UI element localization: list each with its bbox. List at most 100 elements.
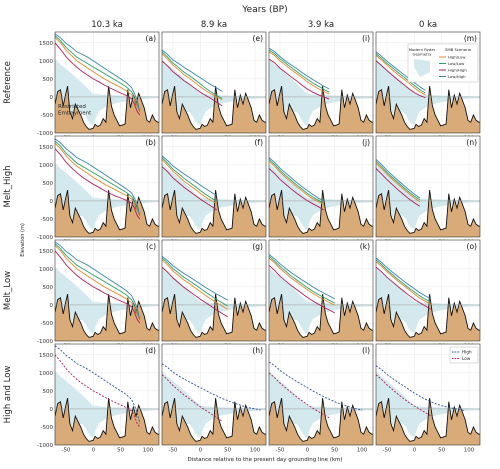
series-line <box>269 58 330 100</box>
x-tick-label: 100 <box>143 448 154 454</box>
panel-l <box>269 344 373 445</box>
bed-outline <box>55 293 159 338</box>
panel-frame <box>375 135 481 238</box>
bed-outline <box>376 189 480 234</box>
series-line <box>269 254 335 300</box>
x-tick-label: 100 <box>357 448 368 454</box>
series-line <box>55 245 141 321</box>
row-label: Reference <box>3 61 13 104</box>
legend-entry-label: Low <box>462 356 471 361</box>
panel-a <box>55 32 159 133</box>
y-tick-label: 1500 <box>39 41 53 47</box>
panel-letter: (i) <box>362 34 370 43</box>
x-tick-label: 50 <box>117 448 124 454</box>
x-tick-label: -50 <box>382 448 391 454</box>
annotation-text: Embayment <box>58 111 92 117</box>
modern-geometry-band <box>162 59 266 126</box>
y-tick-label: -1000 <box>37 339 53 345</box>
modern-geometry-band <box>376 267 480 334</box>
legend-entry-label: High/Low <box>448 55 465 60</box>
series-line <box>162 157 217 202</box>
x-tick-label: 50 <box>224 448 231 454</box>
series-line <box>162 363 261 411</box>
x-tick-label: 0 <box>306 448 310 454</box>
panel-frame <box>54 135 160 238</box>
series-line <box>55 37 141 113</box>
y-tick-label: 0 <box>50 303 54 309</box>
bed-outline <box>162 397 266 442</box>
panel-letter: (m) <box>464 34 477 43</box>
bed-outline <box>162 293 266 338</box>
panel-letter: (g) <box>252 242 263 251</box>
panel-j <box>269 136 373 237</box>
series-line <box>376 266 431 310</box>
x-tick-label: 50 <box>438 448 445 454</box>
y-tick-label: -1000 <box>37 131 53 137</box>
column-label: 10.3 ka <box>91 20 123 30</box>
bed-outline <box>376 293 480 338</box>
y-tick-label: -500 <box>41 113 54 119</box>
bed-outline <box>376 85 480 130</box>
panel-letter: (o) <box>467 242 478 251</box>
series-line <box>55 140 141 216</box>
series-line <box>269 264 335 314</box>
series-line <box>269 47 330 90</box>
legend-entry-label: Low/High <box>448 74 466 79</box>
series-line <box>162 259 228 310</box>
series-line <box>269 160 324 205</box>
bed-outline <box>269 293 373 338</box>
series-line <box>55 42 141 116</box>
modern-geometry-band <box>269 59 373 126</box>
panel-b <box>55 136 159 237</box>
series-line <box>55 33 141 112</box>
panel-letter: (j) <box>362 138 370 147</box>
panel-letter: (c) <box>146 242 156 251</box>
panel-frame <box>54 31 160 134</box>
y-tick-label: 1000 <box>39 163 53 169</box>
row-label: Melt_Low <box>3 271 13 310</box>
modern-geometry-band <box>162 163 266 230</box>
series-line <box>269 361 363 411</box>
y-tick-label: 0 <box>50 407 54 413</box>
y-tick-label: 0 <box>50 95 54 101</box>
panel-frame <box>54 343 160 446</box>
panel-letter: (h) <box>252 346 263 355</box>
bed-outline <box>55 397 159 442</box>
legend-title: SMB Scenario <box>445 47 472 52</box>
y-tick-label: -1000 <box>37 443 53 449</box>
series-line <box>269 372 330 419</box>
y-tick-label: 500 <box>43 77 54 83</box>
series-line <box>376 51 426 91</box>
series-line <box>269 157 324 202</box>
legend-entry-label: High/High <box>448 68 467 73</box>
panel-e <box>162 32 266 133</box>
panel-frame <box>375 239 481 342</box>
panel-o <box>376 240 480 341</box>
modern-geometry-band <box>269 371 373 438</box>
series-line <box>376 168 421 207</box>
panel-i <box>269 32 373 133</box>
series-line <box>376 259 431 303</box>
row-label: Melt_High <box>3 165 13 207</box>
series-line <box>162 53 223 101</box>
modern-geometry-band <box>269 163 373 230</box>
panel-f <box>162 136 266 237</box>
modern-geometry-band <box>376 59 480 126</box>
modern-geometry-band <box>162 371 266 438</box>
x-tick-label: 0 <box>413 448 417 454</box>
x-tick-label: -50 <box>275 448 284 454</box>
panel-letter: (b) <box>145 138 156 147</box>
series-line <box>269 255 335 304</box>
series-line <box>162 49 223 92</box>
y-tick-label: -500 <box>41 217 54 223</box>
x-tick-label: 100 <box>250 448 261 454</box>
series-line <box>162 374 223 422</box>
series-line <box>376 55 426 96</box>
x-tick-label: -50 <box>61 448 70 454</box>
y-tick-label: 500 <box>43 285 54 291</box>
panel-letter: (f) <box>255 138 264 147</box>
series-line <box>269 49 330 93</box>
bed-outline <box>269 189 373 234</box>
legend-entry-label: Low/Low <box>448 61 464 66</box>
panel-frame <box>54 239 160 342</box>
